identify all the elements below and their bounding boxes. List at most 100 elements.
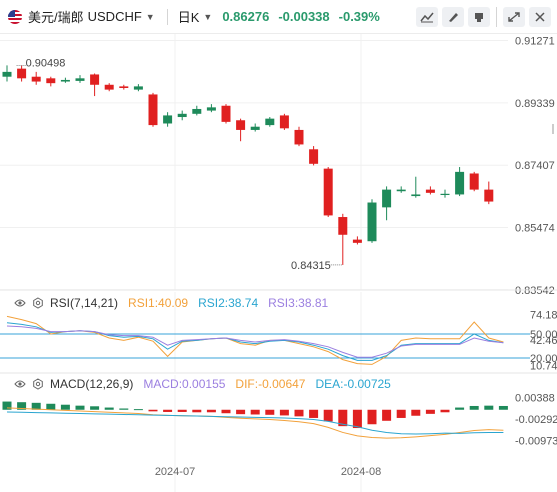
candle	[163, 115, 173, 124]
macd-bar	[236, 409, 246, 415]
macd-bar	[309, 409, 319, 418]
candle	[177, 113, 187, 118]
macd-bar	[455, 407, 465, 410]
rsi1-value: RSI1:40.09	[128, 296, 189, 310]
chart-toolbar	[412, 7, 551, 27]
last-price: 0.86276	[222, 9, 270, 24]
period-selector[interactable]: 日K	[177, 10, 200, 25]
macd-bar	[396, 409, 406, 418]
chart-header: 美元/瑞郎 USDCHF ▼ 日K ▼ 0.86276 -0.00338 -0.…	[0, 0, 557, 34]
symbol-name[interactable]: 美元/瑞郎	[28, 10, 84, 25]
candle	[236, 120, 246, 130]
macd-bar	[440, 409, 450, 413]
header-divider	[166, 8, 168, 25]
macd-title: MACD(12,26,9)	[50, 377, 134, 391]
macd-bar	[60, 404, 70, 410]
macd-line-dea	[6, 411, 504, 435]
candle	[382, 189, 392, 208]
rsi-tick-label: 74.18	[530, 310, 557, 322]
period-dropdown-icon[interactable]: ▼	[203, 11, 213, 22]
macd-bar	[367, 409, 377, 425]
macd-bar	[323, 409, 333, 422]
candle	[221, 105, 231, 122]
macd-bar	[425, 409, 435, 414]
macd-panel[interactable]: 0.00388 -0.00292 -0.00973	[2, 375, 557, 492]
dea-value: DEA:-0.00725	[315, 377, 391, 391]
eye-icon[interactable]	[14, 297, 26, 309]
candle	[75, 78, 85, 81]
rsi-line-rsi1	[6, 315, 504, 365]
indicator-settings-icon[interactable]	[32, 297, 44, 309]
macd-bar	[279, 409, 289, 416]
rsi-legend: RSI(7,14,21) RSI1:40.09 RSI2:38.74 RSI3:…	[0, 295, 328, 311]
macd-bar	[75, 405, 85, 410]
eye-icon[interactable]	[14, 378, 26, 390]
macd-bar	[294, 409, 304, 417]
x-axis: 2024-07 2024-08	[155, 466, 381, 478]
rsi-tick-label: 10.74	[530, 360, 557, 372]
macd-bar	[250, 409, 260, 415]
candle	[440, 193, 450, 196]
candle	[352, 239, 362, 243]
symbol-dropdown-icon[interactable]: ▼	[145, 11, 155, 22]
macd-bar	[382, 409, 392, 421]
settings-icon[interactable]	[468, 7, 490, 27]
brush-tool-icon[interactable]	[442, 7, 464, 27]
macd-bar	[206, 409, 216, 413]
price-tick-label: 0.85474	[515, 223, 555, 235]
candle	[309, 149, 319, 164]
macd-bar	[46, 403, 56, 410]
macd-bar	[148, 409, 158, 412]
macd-bar	[104, 407, 114, 410]
macd-bar	[17, 402, 27, 410]
candle	[90, 74, 100, 85]
macd-bar	[177, 409, 187, 412]
macd-bar	[133, 409, 143, 411]
rsi2-value: RSI2:38.74	[198, 296, 259, 310]
candle	[367, 202, 377, 242]
price-tick-label: 0.87407	[515, 160, 555, 172]
candle	[484, 189, 494, 202]
high-label: 0.90498	[26, 57, 66, 69]
candle	[396, 189, 406, 192]
macd-bar	[90, 406, 100, 410]
date-tick-label: 2024-07	[155, 466, 195, 478]
macd-bar	[469, 405, 479, 410]
candle	[455, 171, 465, 195]
candle	[323, 168, 333, 216]
indicator-settings-icon[interactable]	[32, 378, 44, 390]
draw-tool-icon[interactable]	[416, 7, 438, 27]
macd-bar	[221, 409, 231, 414]
fullscreen-icon[interactable]	[503, 7, 525, 27]
candlestick-panel[interactable]: 0.91271 0.89339 0.87407 0.85474 0.83542 0.904…	[0, 34, 557, 297]
price-change: -0.00338	[278, 9, 330, 24]
macd-bar	[192, 409, 202, 413]
macd-value: MACD:0.00155	[143, 377, 226, 391]
toolbar-divider	[496, 7, 497, 27]
candle	[2, 71, 12, 77]
macd-legend: MACD(12,26,9) MACD:0.00155 DIF:-0.00647 …	[0, 376, 391, 392]
chart-area[interactable]: 0.91271 0.89339 0.87407 0.85474 0.83542 0.904…	[0, 34, 557, 492]
candle	[104, 84, 114, 90]
candle	[206, 107, 216, 111]
candle	[469, 173, 479, 190]
macd-bar	[498, 405, 508, 410]
macd-tick-label: -0.00973	[515, 435, 557, 447]
close-icon[interactable]	[529, 7, 551, 27]
candle	[192, 108, 202, 114]
date-tick-label: 2024-08	[341, 466, 381, 478]
symbol-code[interactable]: USDCHF	[87, 9, 142, 24]
low-label: 0.84315	[291, 260, 331, 272]
candle	[250, 126, 260, 130]
price-change-percent: -0.39%	[338, 9, 380, 24]
rsi-tick-label: 20.00	[530, 353, 557, 365]
macd-bar	[338, 409, 348, 427]
dif-value: DIF:-0.00647	[235, 377, 306, 391]
macd-bar	[265, 409, 275, 415]
rsi-tick-label: 50.00	[530, 329, 557, 341]
candle	[425, 189, 435, 193]
candle	[294, 129, 304, 145]
candle	[46, 78, 56, 84]
candle	[148, 94, 158, 126]
